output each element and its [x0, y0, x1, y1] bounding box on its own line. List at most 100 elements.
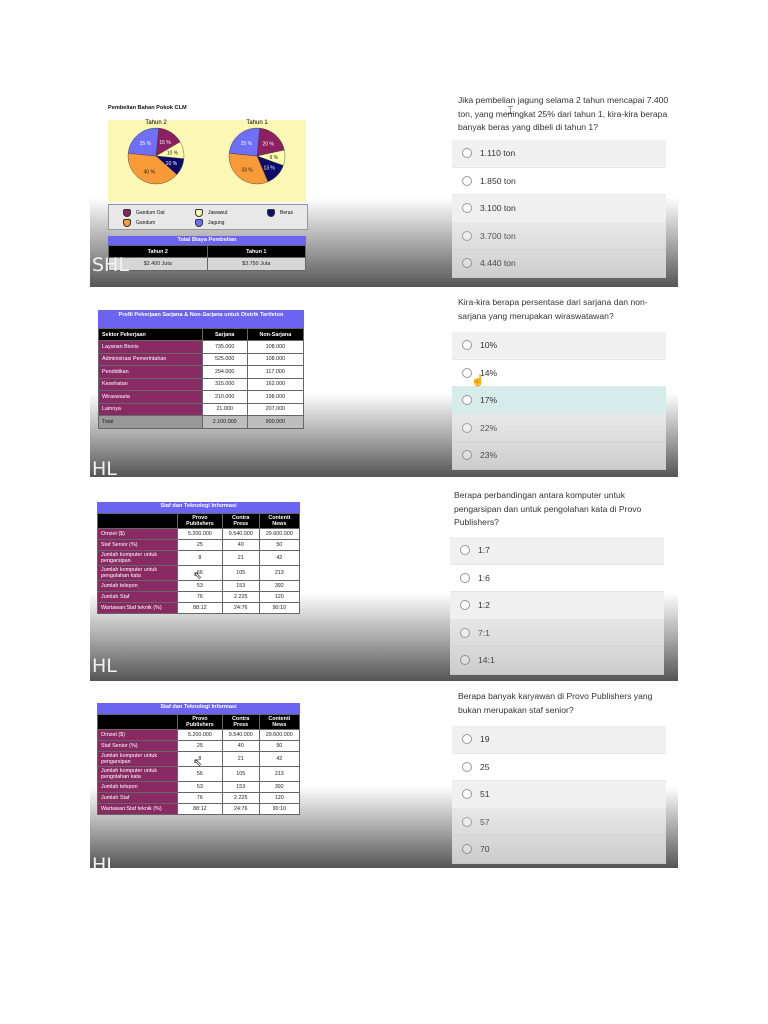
option-c[interactable]: 51: [452, 781, 666, 809]
radio-icon[interactable]: [462, 395, 472, 406]
table-row: Jumlah komputer untuk pengarsipan 8 21 42: [96, 550, 301, 566]
table-cell: 198.000: [246, 390, 305, 404]
table-cell: 105: [221, 766, 260, 782]
radio-icon[interactable]: [462, 230, 472, 241]
radio-icon[interactable]: [462, 367, 472, 378]
chart-title: Pembelian Bahan Pokok CLM: [108, 105, 187, 111]
table-title: Profil Pekerjaan Sarjana & Non-Sarjana u…: [98, 310, 304, 328]
pie-slice-label: 33 %: [241, 168, 253, 174]
row-label: Jumlah komputer untuk pengarsipan: [96, 751, 179, 767]
legend-label: Jagung: [208, 220, 225, 226]
option-d[interactable]: 3.700 ton: [452, 222, 666, 250]
table-cell: 76: [177, 591, 223, 603]
column-header: Sektor Pekerjaan: [98, 328, 203, 341]
radio-icon[interactable]: [460, 627, 470, 638]
row-label: Jumlah telepon: [96, 781, 179, 793]
radio-icon[interactable]: [462, 844, 472, 855]
table-cell: 315.000: [201, 377, 248, 391]
pie-slice-label: 10 %: [167, 150, 179, 156]
option-e[interactable]: 70: [452, 836, 666, 864]
radio-icon[interactable]: [462, 258, 472, 269]
legend-label: Gandum: [136, 220, 156, 226]
table-row: Omzet ($) 5.200.000 9.540.000 29.600.000: [96, 528, 301, 540]
table-cell: 392: [258, 781, 301, 793]
table-row: Pendidikan 294.000 117.000: [98, 365, 305, 379]
table-area: Staf dan Teknologi Informasi Provo Publi…: [90, 485, 445, 681]
option-d[interactable]: 57: [452, 808, 666, 836]
option-c[interactable]: 17%: [452, 387, 666, 415]
table-cell: 117.000: [246, 365, 305, 379]
pie-slice-label: 40 %: [144, 169, 156, 175]
option-d[interactable]: 7:1: [450, 619, 664, 647]
table-cell: 9.540.000: [221, 528, 260, 540]
radio-icon[interactable]: [460, 655, 470, 666]
option-c[interactable]: 3.100 ton: [452, 195, 666, 223]
question-panel-2: Profil Pekerjaan Sarjana & Non-Sarjana u…: [90, 290, 678, 477]
option-e[interactable]: 23%: [452, 442, 666, 470]
option-d[interactable]: 22%: [452, 414, 666, 442]
option-a[interactable]: 1:7: [450, 537, 664, 565]
pie-slice-jagung: [228, 127, 261, 157]
data-table: Provo Publishers Contra Press Contenti New…: [96, 513, 301, 614]
table-cell: 53: [177, 580, 223, 592]
table-cell: 735.000: [201, 340, 248, 354]
option-a[interactable]: 1.110 ton: [452, 140, 666, 168]
radio-icon[interactable]: [462, 761, 472, 772]
radio-icon[interactable]: [462, 148, 472, 159]
table-row: Administrasi Pemerintahan 525.000 108.000: [98, 352, 305, 366]
legend-item: Jagung: [195, 219, 224, 227]
table-row: Jumlah komputer untuk pengolahan kata 56 1…: [96, 766, 301, 782]
radio-icon[interactable]: [462, 789, 472, 800]
watermark: SHL: [92, 254, 129, 276]
pie-charts: Tahun 2 15 % 10 % 10 % 40 % 25 % Tahun 1 20 % 9 …: [127, 120, 286, 185]
row-label: Omzet ($): [96, 528, 179, 540]
watermark: HL: [92, 458, 117, 477]
mouse-cursor-icon: ⌶: [507, 105, 514, 117]
radio-icon[interactable]: [462, 816, 472, 827]
radio-icon[interactable]: [460, 572, 470, 583]
pie-slice-label: 10 %: [166, 161, 178, 167]
row-label: Staf Senior (%): [96, 740, 179, 752]
row-label: Lainnya: [98, 402, 203, 416]
row-label: Jumlah Staf: [96, 792, 179, 804]
table-cell: 50: [258, 740, 301, 752]
radio-icon[interactable]: [462, 450, 472, 461]
table-row: Jumlah telepon 53 153 392: [96, 580, 301, 592]
option-b[interactable]: 14%: [452, 359, 666, 387]
table-cell: 40: [221, 740, 260, 752]
answer-options: 1.110 ton 1.850 ton 3.100 ton 3.700 ton …: [452, 140, 666, 278]
column-header: Provo Publishers: [177, 513, 223, 529]
table-cell: 40: [221, 539, 260, 551]
option-c[interactable]: 1:2: [450, 592, 664, 620]
radio-icon[interactable]: [462, 340, 472, 351]
pie-slice-label: 25 %: [241, 141, 253, 147]
legend-item: Gandum: [123, 219, 155, 227]
legend-swatch-icon: [123, 219, 131, 227]
hand-cursor-icon: ☝: [471, 375, 485, 387]
radio-icon[interactable]: [462, 422, 472, 433]
table-title: Staf dan Teknologi Informasi: [97, 703, 300, 714]
option-b[interactable]: 1:6: [450, 564, 664, 592]
table-cell: 2.100.000: [201, 415, 248, 429]
question-text: Kira-kira berapa persentase dari sarjana…: [458, 297, 648, 321]
cost-header-tahun1: Tahun 1: [206, 245, 306, 258]
table-area: Staf dan Teknologi Informasi Provo Publi…: [90, 686, 445, 868]
option-a[interactable]: 19: [452, 726, 666, 754]
radio-icon[interactable]: [462, 175, 472, 186]
pie-slice-jagung: [127, 127, 160, 157]
radio-icon[interactable]: [460, 545, 470, 556]
option-e[interactable]: 4.440 ton: [452, 250, 666, 278]
table-cell: 29.600.000: [258, 729, 301, 741]
option-b[interactable]: 25: [452, 753, 666, 781]
table-cell: 42: [258, 751, 301, 767]
column-header: Contra Press: [221, 714, 260, 730]
radio-icon[interactable]: [462, 734, 472, 745]
column-header: [96, 714, 179, 730]
radio-icon[interactable]: [462, 203, 472, 214]
table-row: Wartawan:Staf teknik (%) 88:12 24:76 90:10: [96, 803, 301, 815]
radio-icon[interactable]: [460, 600, 470, 611]
option-b[interactable]: 1.850 ton: [452, 167, 666, 195]
option-a[interactable]: 10%: [452, 332, 666, 360]
table-cell: 88:12: [177, 803, 223, 815]
option-e[interactable]: 14:1: [450, 647, 664, 675]
